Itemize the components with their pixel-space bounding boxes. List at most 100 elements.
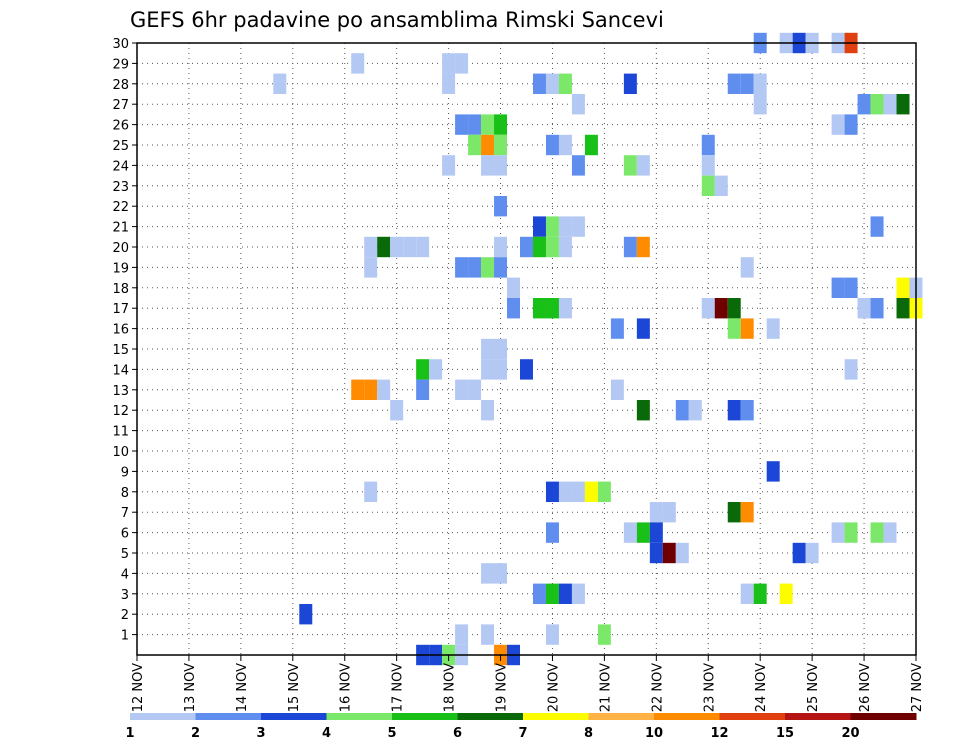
heatmap-cell bbox=[870, 94, 884, 115]
x-tick-label: 12 NOV bbox=[131, 663, 146, 712]
heatmap-cell bbox=[377, 379, 391, 400]
heatmap-cell bbox=[481, 338, 495, 360]
heatmap-cell bbox=[532, 583, 546, 604]
colorbar-label: 4 bbox=[322, 726, 331, 741]
heatmap-cell bbox=[896, 94, 910, 115]
heatmap-cell bbox=[558, 134, 572, 156]
x-tick-label: 14 NOV bbox=[235, 663, 250, 712]
heatmap-cell bbox=[481, 359, 495, 380]
heatmap-cell bbox=[403, 236, 417, 258]
heatmap-cell bbox=[571, 155, 585, 176]
heatmap-cell bbox=[636, 318, 650, 339]
x-tick-label: 16 NOV bbox=[339, 663, 354, 712]
heatmap-cell bbox=[623, 522, 637, 543]
y-tick-label: 4 bbox=[121, 567, 129, 582]
heatmap-cell bbox=[481, 624, 495, 645]
y-tick-label: 27 bbox=[112, 98, 129, 113]
y-tick-label: 3 bbox=[121, 588, 129, 603]
heatmap-cell bbox=[364, 379, 378, 400]
heatmap-cell bbox=[520, 236, 533, 258]
y-tick-label: 25 bbox=[112, 139, 129, 154]
heatmap-cell bbox=[870, 522, 884, 543]
heatmap-cell bbox=[468, 257, 482, 278]
heatmap-cell bbox=[455, 257, 469, 278]
y-tick-label: 2 bbox=[121, 608, 129, 623]
colorbar-swatch bbox=[261, 713, 327, 720]
y-tick-label: 7 bbox=[121, 506, 129, 521]
heatmap-cell bbox=[675, 400, 689, 421]
x-tick-label: 26 NOV bbox=[858, 663, 873, 712]
y-tick-label: 29 bbox=[112, 57, 129, 72]
heatmap-cell bbox=[377, 236, 391, 258]
heatmap-cell bbox=[494, 236, 508, 258]
heatmap-cell bbox=[494, 257, 508, 278]
y-tick-label: 1 bbox=[121, 629, 129, 644]
heatmap-cell bbox=[727, 73, 741, 94]
heatmap-cell bbox=[844, 114, 858, 135]
heatmap-cell bbox=[494, 114, 508, 135]
heatmap-cell bbox=[545, 298, 559, 319]
heatmap-cell bbox=[481, 114, 495, 135]
y-tick-label: 12 bbox=[112, 404, 129, 419]
heatmap-cell bbox=[273, 73, 287, 94]
heatmap-cell bbox=[507, 298, 521, 319]
x-tick-label: 15 NOV bbox=[287, 663, 302, 712]
heatmap-cell bbox=[883, 94, 897, 115]
heatmap-cell bbox=[636, 522, 650, 543]
y-tick-label: 24 bbox=[112, 159, 129, 174]
heatmap-cell bbox=[481, 257, 495, 278]
y-tick-label: 6 bbox=[121, 527, 129, 542]
heatmap-cell bbox=[571, 94, 585, 115]
heatmap-cell bbox=[468, 379, 482, 400]
heatmap-cell bbox=[688, 400, 702, 421]
heatmap-cell bbox=[364, 257, 378, 278]
heatmap-cell bbox=[597, 481, 611, 502]
heatmap-cell bbox=[675, 542, 689, 564]
heatmap-cell bbox=[636, 400, 650, 421]
heatmap-cell bbox=[740, 502, 754, 523]
heatmap-cell bbox=[740, 257, 754, 278]
y-tick-label: 9 bbox=[121, 465, 129, 480]
heatmap-cell bbox=[299, 604, 313, 625]
heatmap-cell bbox=[597, 624, 611, 645]
colorbar-label: 6 bbox=[453, 726, 462, 741]
y-tick-label: 26 bbox=[112, 119, 129, 134]
heatmap-cell bbox=[701, 155, 715, 176]
heatmap-cell bbox=[753, 94, 767, 115]
x-tick-label: 20 NOV bbox=[546, 663, 561, 712]
heatmap-cell bbox=[442, 155, 456, 176]
heatmap-cell bbox=[805, 542, 819, 564]
heatmap-cell bbox=[766, 318, 780, 339]
heatmap-cell bbox=[636, 155, 650, 176]
colorbar-label: 12 bbox=[710, 726, 728, 741]
heatmap-cell bbox=[532, 73, 546, 94]
heatmap-cell bbox=[545, 134, 559, 156]
heatmap-cell bbox=[558, 216, 572, 237]
heatmap-cell bbox=[520, 359, 533, 380]
colorbar-label: 20 bbox=[841, 726, 859, 741]
heatmap-cell bbox=[545, 624, 559, 645]
heatmap-cell bbox=[610, 318, 624, 339]
heatmap-cell bbox=[584, 481, 598, 502]
colorbar-swatch bbox=[326, 713, 393, 720]
heatmap-cell bbox=[740, 400, 754, 421]
x-tick-label: 25 NOV bbox=[806, 663, 821, 712]
heatmap-cell bbox=[416, 359, 430, 380]
heatmap-cell bbox=[442, 53, 456, 74]
colorbar-label: 2 bbox=[191, 726, 200, 741]
heatmap-cell bbox=[468, 134, 482, 156]
heatmap-cell bbox=[571, 583, 585, 604]
y-tick-label: 8 bbox=[121, 486, 129, 501]
heatmap-cell bbox=[571, 216, 585, 237]
heatmap-cell bbox=[662, 502, 676, 523]
colorbar-swatch bbox=[588, 713, 655, 720]
heatmap-cell bbox=[636, 236, 650, 258]
heatmap-cell bbox=[649, 522, 663, 543]
heatmap-cell bbox=[364, 236, 378, 258]
heatmap-cell bbox=[623, 236, 637, 258]
heatmap-cell bbox=[481, 400, 495, 421]
colorbar-swatch bbox=[523, 713, 589, 720]
x-tick-label: 27 NOV bbox=[910, 663, 925, 712]
colorbar-swatch bbox=[457, 713, 524, 720]
heatmap-cell bbox=[364, 481, 378, 502]
